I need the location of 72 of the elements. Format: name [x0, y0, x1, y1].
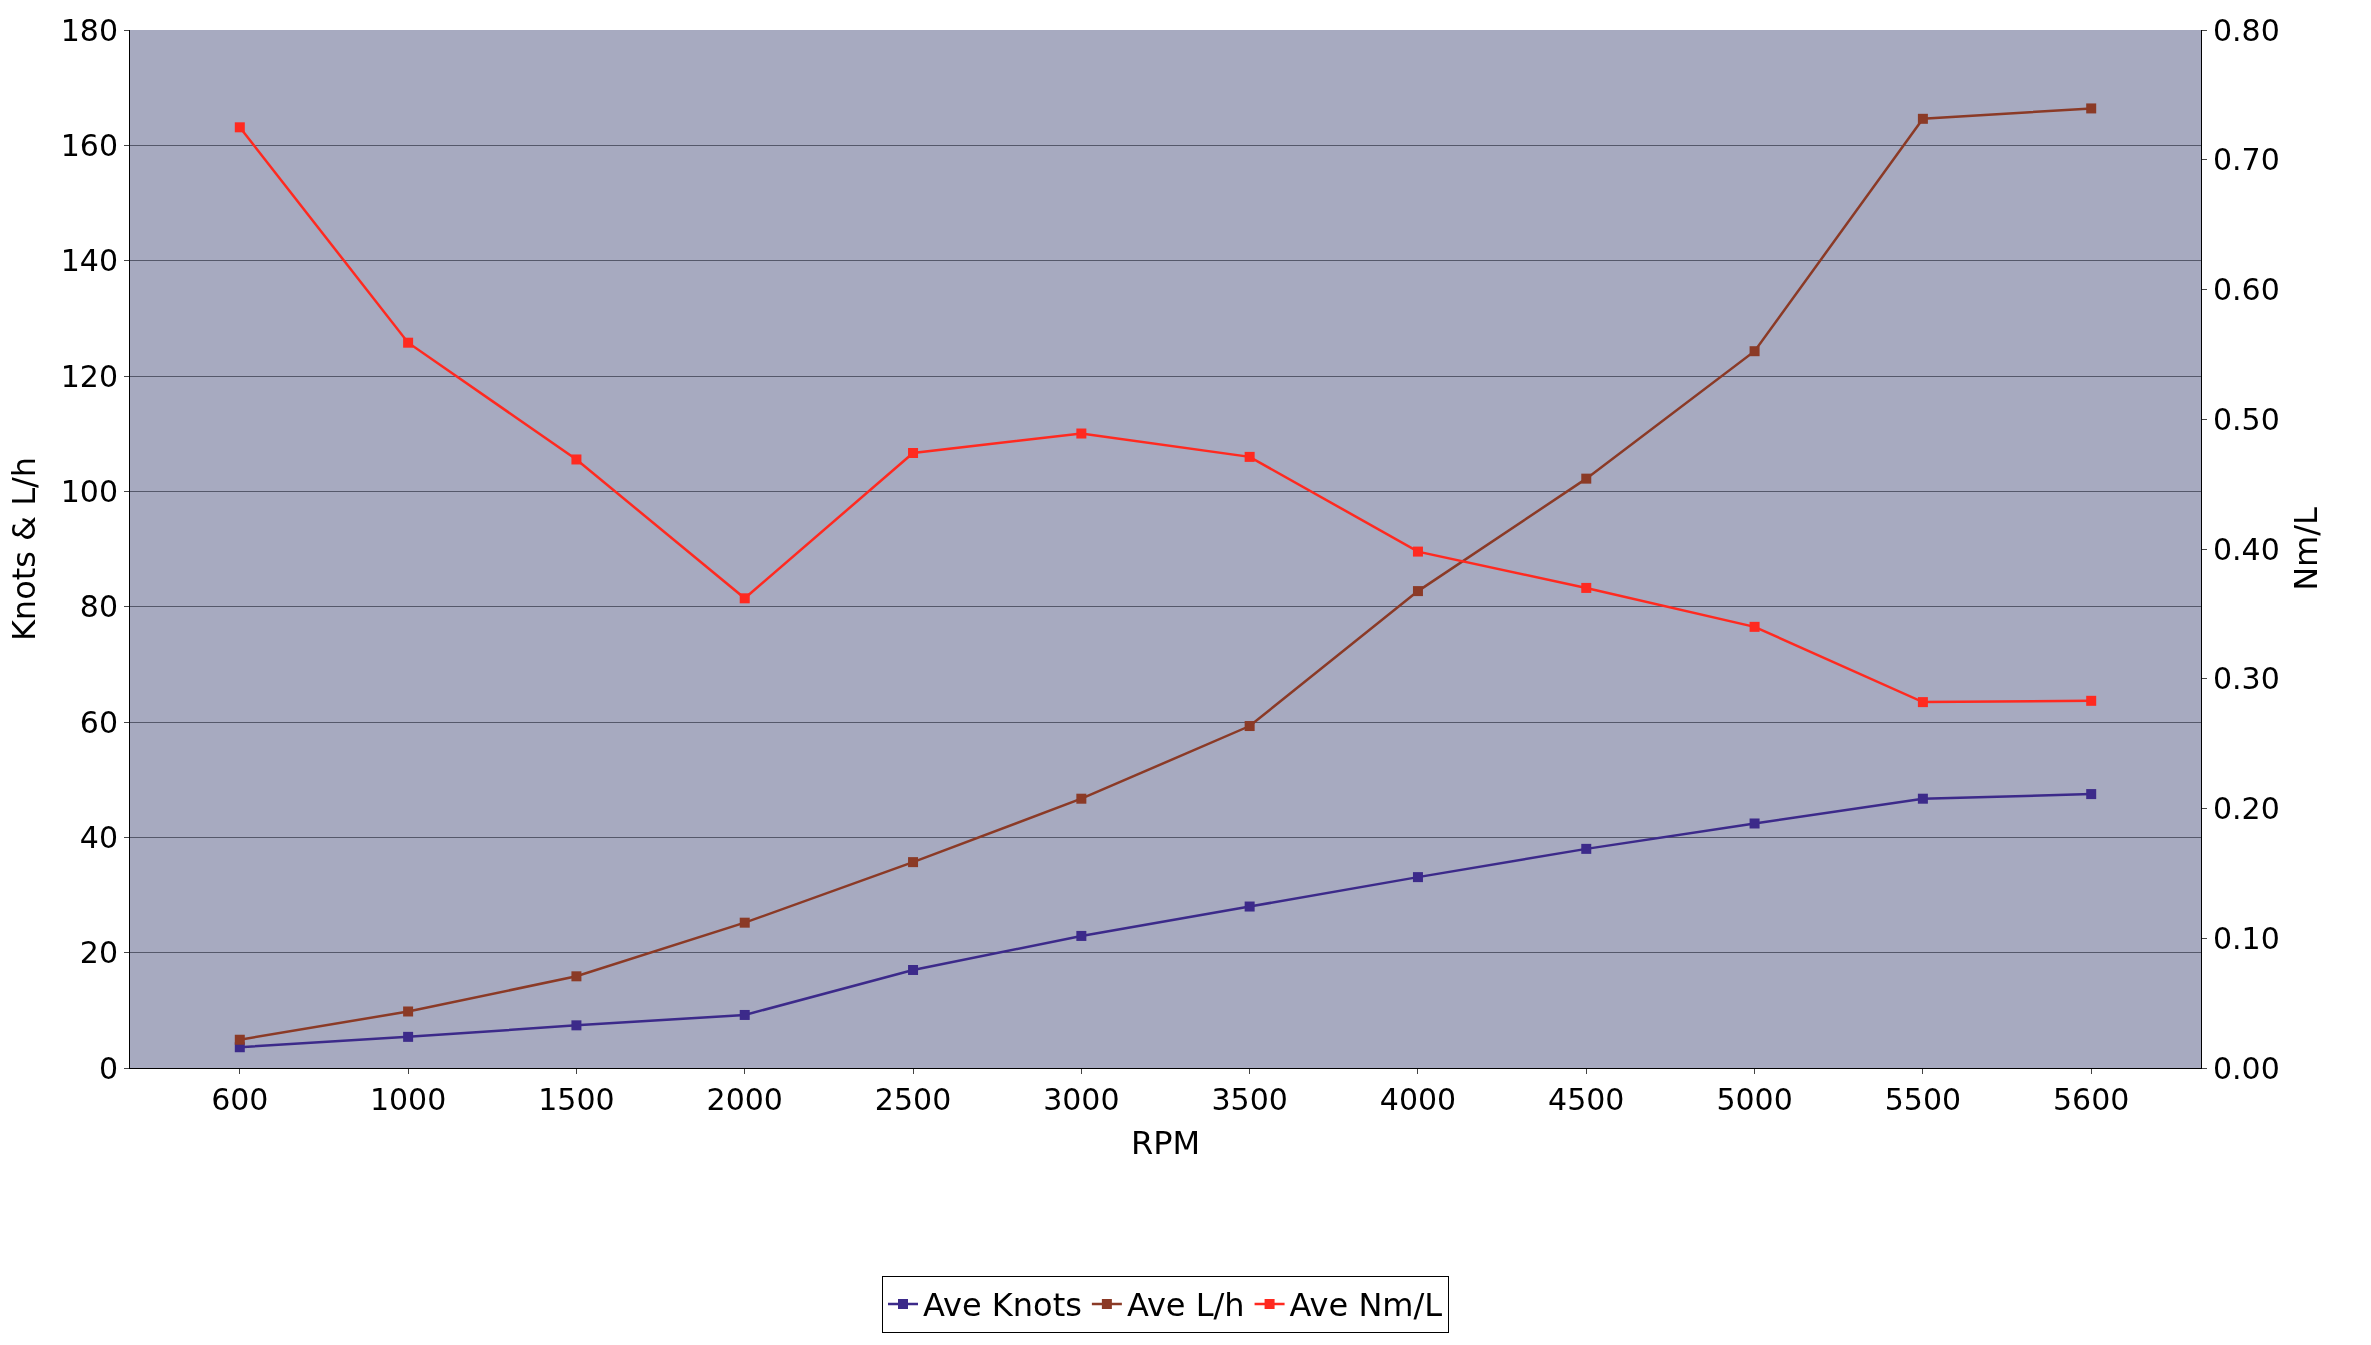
y2-tick-label: 0.00	[2213, 1050, 2280, 1086]
point	[1412, 546, 1423, 557]
x-tick-label: 1000	[369, 1082, 447, 1117]
point	[739, 1009, 750, 1020]
legend-label: Ave Nm/L	[1289, 1286, 1443, 1325]
y2-tick-label: 0.70	[2213, 142, 2280, 178]
y-tick-label: 0	[98, 1050, 118, 1086]
point	[403, 337, 414, 348]
y-tick-label: 180	[60, 12, 118, 48]
point	[739, 917, 750, 928]
y-tick-label: 120	[60, 358, 118, 394]
point	[571, 454, 582, 465]
point	[1581, 843, 1592, 854]
x-tick-label: 2000	[706, 1082, 783, 1117]
x-tick-label: 4000	[1379, 1082, 1457, 1117]
y2-tick-label: 0.10	[2213, 920, 2280, 956]
y-tick-label: 140	[60, 243, 118, 279]
y2-tick-label: 0.40	[2213, 531, 2280, 567]
y-tick-label: 100	[60, 473, 118, 509]
point	[1749, 621, 1760, 632]
x-tick-label: 1500	[538, 1082, 615, 1117]
x-tick-label: 3000	[1043, 1082, 1120, 1117]
y2-tick-label: 0.30	[2213, 661, 2280, 697]
point	[1076, 793, 1087, 804]
legend-label: Ave L/h	[1126, 1286, 1245, 1325]
point	[1917, 697, 1928, 708]
x-tick-label: 5000	[1716, 1082, 1793, 1117]
point	[1412, 586, 1423, 597]
y-tick-label: 20	[79, 935, 118, 971]
y-tick-label: 40	[79, 819, 118, 855]
point	[571, 1020, 582, 1031]
x-tick-label: 4500	[1548, 1082, 1625, 1117]
point	[234, 122, 245, 133]
point	[1412, 872, 1423, 883]
point	[1581, 582, 1592, 593]
point	[739, 593, 750, 604]
point	[1581, 473, 1592, 484]
legend-label: Ave Knots	[923, 1286, 1082, 1325]
point	[2086, 103, 2097, 114]
x-axis-title: RPM	[1130, 1123, 1201, 1162]
point	[908, 447, 919, 458]
y-tick-label: 80	[79, 589, 118, 625]
point	[2086, 695, 2097, 706]
point	[1917, 793, 1928, 804]
x-tick-label: 2500	[874, 1082, 952, 1117]
y2-tick-label: 0.20	[2213, 791, 2280, 826]
x-tick-label: 600	[211, 1082, 269, 1117]
point	[1917, 113, 1928, 124]
point	[1749, 346, 1760, 357]
point	[1244, 721, 1255, 732]
y-axis-title: Knots & L/h	[5, 456, 44, 642]
point	[908, 857, 919, 868]
x-tick-label: 3500	[1211, 1082, 1288, 1117]
y2-axis-title: Nm/L	[2286, 506, 2325, 591]
point	[234, 1034, 245, 1045]
point	[1076, 428, 1087, 439]
y-tick-label: 60	[79, 704, 118, 740]
x-tick-label: 5600	[2053, 1082, 2130, 1117]
y2-tick-label: 0.60	[2213, 272, 2280, 307]
point	[1749, 818, 1760, 829]
point	[2086, 789, 2097, 800]
point	[571, 971, 582, 982]
point	[403, 1006, 414, 1017]
y-tick-label: 160	[60, 127, 118, 163]
point	[403, 1031, 414, 1042]
point	[1244, 901, 1255, 912]
point	[1076, 930, 1087, 941]
y2-tick-label: 0.50	[2213, 401, 2280, 437]
x-tick-label: 5500	[1884, 1082, 1962, 1117]
y2-tick-label: 0.80	[2213, 12, 2280, 48]
point	[908, 964, 919, 975]
point	[1244, 451, 1255, 462]
